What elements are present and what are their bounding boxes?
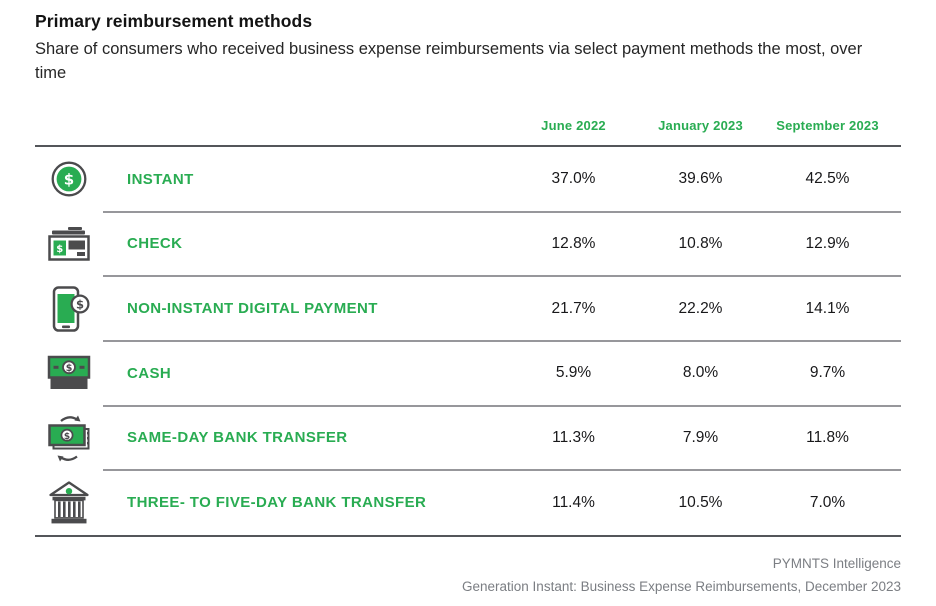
value-cell: 10.8% bbox=[678, 234, 723, 252]
money-transfer-arrows-icon: $ bbox=[35, 412, 103, 464]
row-label: THREE- TO FIVE-DAY BANK TRANSFER bbox=[127, 494, 427, 512]
row-label: CHECK bbox=[127, 235, 183, 253]
checkbook-pen-icon: $ bbox=[35, 223, 103, 265]
value-cell: 8.0% bbox=[682, 364, 719, 382]
row-label: SAME-DAY BANK TRANSFER bbox=[127, 429, 348, 447]
coin-dollar-icon: $ bbox=[35, 160, 103, 198]
table-row-cash: $ CASH 5.9% 8.0% 9.7% bbox=[35, 341, 901, 407]
table-row-check: $ CHECK 12.8% 10.8% 12.9% bbox=[35, 212, 901, 277]
svg-text:$: $ bbox=[66, 363, 73, 374]
row-label: NON-INSTANT DIGITAL PAYMENT bbox=[127, 300, 378, 318]
row-label: INSTANT bbox=[127, 170, 194, 188]
table-row-non-instant-digital-payment: $ NON-INSTANT DIGITAL PAYMENT 21.7% 22.2… bbox=[35, 276, 901, 342]
value-cell: 11.3% bbox=[552, 428, 595, 446]
column-header-january-2023: January 2023 bbox=[658, 117, 743, 133]
value-cell: 22.2% bbox=[678, 299, 723, 317]
table-body: $ INSTANT 37.0% 39.6% 42.5% $ bbox=[35, 147, 901, 537]
value-cell: 12.8% bbox=[551, 234, 596, 252]
page-subtitle: Share of consumers who received business… bbox=[35, 40, 863, 82]
value-cell: 11.8% bbox=[806, 428, 849, 446]
row-label: CASH bbox=[127, 364, 172, 382]
value-cell: 42.5% bbox=[805, 170, 850, 188]
value-cell: 14.1% bbox=[805, 299, 850, 317]
page-title: Primary reimbursement methods bbox=[35, 11, 313, 31]
value-cell: 39.6% bbox=[678, 170, 723, 188]
svg-text:$: $ bbox=[64, 171, 74, 189]
table-header-row: June 2022 January 2023 September 2023 bbox=[35, 105, 901, 147]
report-citation: Generation Instant: Business Expense Rei… bbox=[462, 578, 901, 594]
source-attribution: PYMNTS Intelligence bbox=[772, 555, 901, 571]
table-row-same-day-bank-transfer: $ SAME-DAY BANK TRANSFER 11.3% 7.9% 11.8… bbox=[35, 406, 901, 471]
value-cell: 7.9% bbox=[682, 428, 719, 446]
table-row-instant: $ INSTANT 37.0% 39.6% 42.5% bbox=[35, 147, 901, 213]
svg-text:$: $ bbox=[76, 297, 84, 311]
column-header-june-2022: June 2022 bbox=[541, 117, 606, 133]
value-cell: 10.5% bbox=[678, 493, 723, 511]
bank-building-icon bbox=[35, 479, 103, 527]
value-cell: 9.7% bbox=[809, 364, 846, 382]
svg-text:$: $ bbox=[64, 432, 70, 442]
reimbursement-methods-table: June 2022 January 2023 September 2023 $ … bbox=[35, 105, 901, 537]
figure-header: Primary reimbursement methods Share of c… bbox=[35, 11, 901, 85]
value-cell: 5.9% bbox=[555, 364, 592, 382]
svg-text:$: $ bbox=[56, 244, 63, 255]
figure-footer: PYMNTS Intelligence Generation Instant: … bbox=[35, 552, 901, 598]
value-cell: 12.9% bbox=[805, 234, 850, 252]
value-cell: 21.7% bbox=[551, 299, 596, 317]
value-cell: 11.4% bbox=[552, 493, 595, 511]
column-header-september-2023: September 2023 bbox=[776, 117, 879, 133]
table-row-three-to-five-day-bank-transfer: THREE- TO FIVE-DAY BANK TRANSFER 11.4% 1… bbox=[35, 470, 901, 535]
value-cell: 37.0% bbox=[551, 170, 596, 188]
value-cell: 7.0% bbox=[809, 493, 846, 511]
phone-coin-icon: $ bbox=[35, 285, 103, 333]
cash-banknote-icon: $ bbox=[35, 353, 103, 393]
